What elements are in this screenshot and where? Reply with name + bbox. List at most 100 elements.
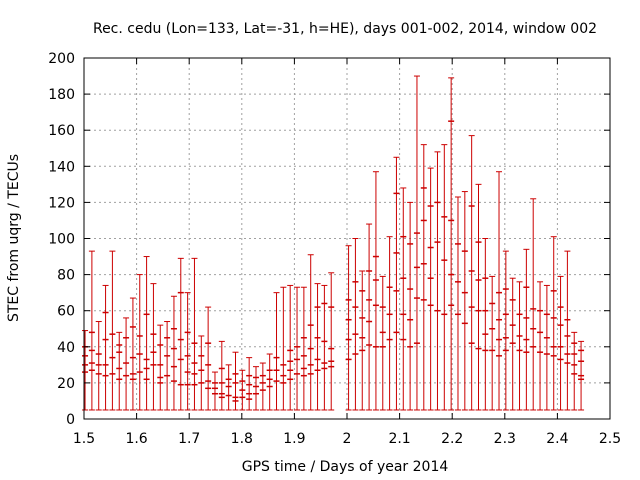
x-tick-label: 1.9 bbox=[283, 431, 305, 447]
error-bar bbox=[95, 321, 102, 411]
y-tick-label: 80 bbox=[57, 268, 75, 284]
error-bar bbox=[198, 335, 205, 411]
chart-title: Rec. cedu (Lon=133, Lat=-31, h=HE), days… bbox=[93, 21, 597, 37]
error-bar bbox=[427, 167, 434, 411]
y-tick-label: 200 bbox=[48, 51, 75, 67]
error-bar bbox=[157, 324, 164, 411]
error-bar bbox=[564, 250, 571, 411]
error-bar bbox=[232, 351, 239, 411]
error-bar bbox=[116, 331, 123, 411]
y-tick-label: 180 bbox=[48, 87, 75, 103]
x-tick-label: 2.1 bbox=[388, 431, 410, 447]
error-bar bbox=[413, 75, 420, 411]
error-bar bbox=[557, 275, 564, 411]
error-bar bbox=[136, 274, 143, 411]
error-bar bbox=[509, 277, 516, 411]
error-bar bbox=[578, 340, 585, 411]
error-bar bbox=[489, 275, 496, 411]
error-bar bbox=[273, 292, 280, 411]
error-bar bbox=[400, 187, 407, 411]
x-tick-label: 1.8 bbox=[231, 431, 253, 447]
error-bar bbox=[502, 250, 509, 411]
y-tick-label: 140 bbox=[48, 159, 75, 175]
error-bar bbox=[239, 369, 246, 411]
data-series bbox=[82, 75, 585, 411]
y-axis-label: STEC from uqrg / TECUs bbox=[6, 154, 22, 322]
error-bar bbox=[407, 201, 414, 411]
error-bar bbox=[359, 270, 366, 411]
error-bar bbox=[143, 256, 150, 411]
error-bar bbox=[102, 284, 109, 411]
x-tick-label: 2.3 bbox=[494, 431, 516, 447]
error-bar bbox=[352, 238, 359, 411]
error-bar bbox=[300, 286, 307, 411]
error-bar bbox=[482, 238, 489, 411]
y-tick-label: 20 bbox=[57, 376, 75, 392]
x-axis-label: GPS time / Days of year 2014 bbox=[242, 459, 449, 475]
error-bar bbox=[441, 144, 448, 411]
error-bar bbox=[550, 236, 557, 411]
error-bar bbox=[191, 257, 198, 411]
axis-ticks: 0 20 40 60 80 100 120 140 160 180 200 1.5 1.6 1.7 1.8 1… bbox=[48, 51, 621, 447]
error-bar bbox=[379, 275, 386, 411]
error-bar bbox=[434, 151, 441, 411]
error-bar bbox=[314, 283, 321, 411]
grid bbox=[84, 58, 610, 419]
y-tick-label: 40 bbox=[57, 340, 75, 356]
error-bar bbox=[246, 357, 253, 411]
y-tick-label: 100 bbox=[48, 232, 75, 248]
error-bar bbox=[475, 183, 482, 411]
error-bar bbox=[225, 364, 232, 411]
error-bar bbox=[537, 281, 544, 411]
error-bar bbox=[448, 77, 455, 411]
error-bar bbox=[461, 191, 468, 411]
error-bar bbox=[109, 250, 116, 411]
error-bar bbox=[259, 362, 266, 411]
error-bar bbox=[386, 236, 393, 411]
error-bar bbox=[571, 331, 578, 411]
error-bar bbox=[321, 284, 328, 411]
error-bar bbox=[328, 272, 335, 411]
error-bar bbox=[496, 171, 503, 411]
error-bar bbox=[170, 295, 177, 411]
error-bar bbox=[266, 353, 273, 411]
error-bar bbox=[280, 286, 287, 411]
x-tick-label: 2 bbox=[343, 431, 352, 447]
x-tick-label: 2.2 bbox=[441, 431, 463, 447]
error-bar bbox=[129, 297, 136, 411]
error-bar bbox=[530, 198, 537, 411]
y-tick-label: 120 bbox=[48, 195, 75, 211]
error-bar bbox=[372, 171, 379, 411]
error-bar bbox=[123, 317, 130, 411]
x-tick-label: 1.7 bbox=[178, 431, 200, 447]
x-tick-label: 1.5 bbox=[73, 431, 95, 447]
error-bar bbox=[420, 144, 427, 411]
error-bar bbox=[516, 281, 523, 411]
error-bar bbox=[294, 286, 301, 411]
error-bar bbox=[393, 156, 400, 411]
error-bar bbox=[218, 340, 225, 411]
error-bar bbox=[211, 371, 218, 411]
x-tick-label: 2.5 bbox=[599, 431, 621, 447]
error-bar bbox=[150, 283, 157, 411]
error-bar bbox=[205, 306, 212, 411]
y-tick-label: 0 bbox=[66, 412, 75, 428]
y-tick-label: 160 bbox=[48, 123, 75, 139]
error-bar bbox=[287, 284, 294, 411]
error-bar bbox=[307, 254, 314, 411]
error-bar bbox=[454, 196, 461, 411]
error-bar bbox=[88, 250, 95, 411]
error-bar bbox=[345, 245, 352, 411]
error-bar bbox=[543, 284, 550, 411]
error-bar bbox=[366, 223, 373, 411]
y-tick-label: 60 bbox=[57, 304, 75, 320]
error-bar bbox=[468, 135, 475, 411]
error-bar bbox=[184, 292, 191, 411]
error-bar bbox=[177, 257, 184, 411]
error-bar bbox=[253, 366, 260, 411]
x-tick-label: 2.4 bbox=[546, 431, 568, 447]
error-bar bbox=[523, 248, 530, 411]
